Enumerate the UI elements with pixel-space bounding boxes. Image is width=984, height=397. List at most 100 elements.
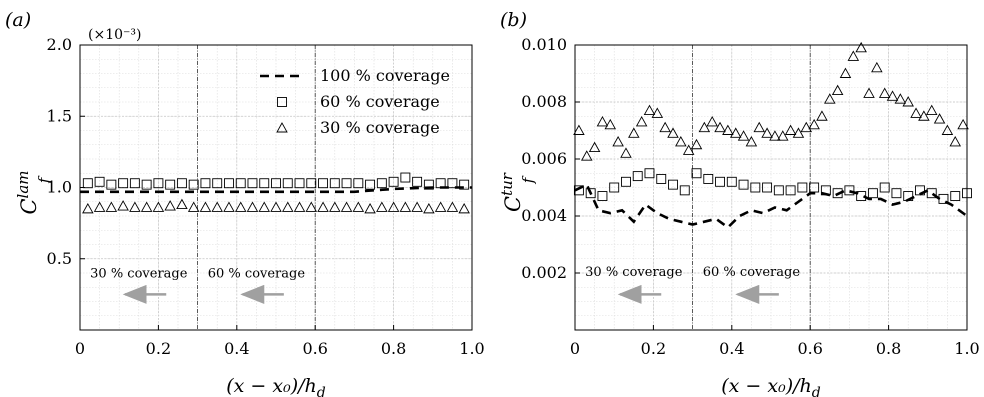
y-tick-label: 2.0 xyxy=(47,35,72,54)
data-point-square xyxy=(412,176,423,187)
data-point-square xyxy=(247,178,258,189)
data-point-square xyxy=(82,178,93,189)
series-line-100-coverage xyxy=(80,186,472,194)
data-point-square xyxy=(585,188,596,199)
data-point-triangle xyxy=(737,130,750,141)
data-point-triangle xyxy=(176,198,188,210)
data-point-square xyxy=(106,179,117,190)
coverage-annotation: 30 % coverage xyxy=(90,266,188,281)
data-point-triangle xyxy=(894,93,907,104)
y-tick-label: 0.5 xyxy=(47,249,72,268)
data-point-triangle xyxy=(729,127,742,138)
x-tick-label: 1.0 xyxy=(459,339,484,358)
panel-label: (a) xyxy=(5,9,31,31)
data-point-triangle xyxy=(706,116,718,127)
data-point-triangle xyxy=(117,200,129,211)
data-point-triangle xyxy=(792,127,805,138)
x-tick-label: 0.6 xyxy=(302,339,327,358)
data-point-triangle xyxy=(82,202,94,214)
data-point-square xyxy=(703,173,714,184)
data-point-square xyxy=(129,178,140,189)
data-point-triangle xyxy=(855,41,867,53)
x-tick-label: 0.2 xyxy=(641,339,666,358)
data-point-square xyxy=(867,188,878,199)
data-point-square xyxy=(165,179,176,190)
data-point-triangle xyxy=(761,127,773,138)
series-60-coverage xyxy=(573,168,972,204)
data-point-triangle xyxy=(902,96,914,107)
data-point-triangle xyxy=(399,201,412,212)
data-point-square xyxy=(118,178,129,189)
data-point-triangle xyxy=(714,121,726,133)
data-point-triangle xyxy=(164,200,176,211)
data-point-square xyxy=(938,193,949,204)
data-point-square xyxy=(820,185,831,196)
data-point-square xyxy=(573,185,584,196)
data-point-square xyxy=(621,176,631,187)
data-point-square xyxy=(715,176,725,187)
data-point-square xyxy=(950,191,961,202)
data-point-triangle xyxy=(643,104,656,116)
data-point-triangle xyxy=(376,201,388,212)
data-point-triangle xyxy=(816,110,828,121)
y-tick-label: 1.0 xyxy=(47,178,72,197)
data-point-triangle xyxy=(800,121,813,133)
data-point-square xyxy=(423,179,434,190)
data-point-triangle xyxy=(604,118,617,130)
data-point-triangle xyxy=(199,201,212,212)
legend-label: 60 % coverage xyxy=(320,92,440,111)
data-point-square xyxy=(738,179,749,190)
data-point-square xyxy=(809,182,820,193)
data-point-triangle xyxy=(651,107,664,118)
data-point-square xyxy=(797,182,808,193)
y-tick-label: 0.004 xyxy=(521,206,567,225)
y-tick-label: 0.006 xyxy=(521,149,567,168)
legend-label: 30 % coverage xyxy=(320,118,440,137)
data-point-square xyxy=(726,176,737,187)
data-point-triangle xyxy=(753,121,766,133)
legend: 100 % coverage 60 % coverage 30 % coverage xyxy=(260,66,450,137)
coverage-annotation: 60 % coverage xyxy=(208,266,306,281)
data-point-triangle xyxy=(659,121,671,133)
series-30-coverage xyxy=(82,198,470,214)
data-point-square xyxy=(94,176,105,187)
data-point-triangle xyxy=(129,201,141,212)
data-point-square xyxy=(459,179,470,190)
data-point-square xyxy=(832,188,843,199)
legend-label: 100 % coverage xyxy=(320,66,450,85)
data-point-triangle xyxy=(223,201,235,212)
data-point-triangle xyxy=(293,201,306,212)
data-point-triangle xyxy=(458,202,470,214)
data-point-square xyxy=(318,178,328,189)
y-axis-label-subscript: f xyxy=(35,175,53,184)
data-point-square xyxy=(844,185,855,196)
data-point-triangle xyxy=(957,118,969,130)
data-point-triangle xyxy=(580,150,593,161)
x-axis-label: (x − x₀)/hd xyxy=(721,375,821,397)
data-point-triangle xyxy=(258,201,271,212)
legend-triangle-symbol xyxy=(276,122,288,133)
data-point-square xyxy=(212,178,223,189)
data-point-triangle xyxy=(573,124,585,135)
data-point-triangle xyxy=(152,201,165,212)
data-point-triangle xyxy=(675,135,687,147)
y-tick-label: 0.010 xyxy=(521,35,567,54)
y-tick-label: 0.002 xyxy=(521,263,567,282)
x-tick-label: 0.6 xyxy=(797,339,822,358)
data-point-triangle xyxy=(211,201,223,212)
data-point-triangle xyxy=(831,84,844,96)
data-point-triangle xyxy=(588,141,601,153)
data-point-square xyxy=(376,178,387,189)
x-tick-label: 0.8 xyxy=(381,339,406,358)
data-point-square xyxy=(879,182,890,193)
legend-square-symbol xyxy=(277,97,287,107)
x-axis-label-subscript: d xyxy=(317,385,326,397)
data-point-triangle xyxy=(941,124,954,135)
coverage-annotation: 30 % coverage xyxy=(585,265,683,280)
data-point-square xyxy=(856,191,867,202)
data-point-square xyxy=(632,171,643,182)
data-point-square xyxy=(891,188,902,199)
data-point-triangle xyxy=(329,201,341,212)
series-100-coverage xyxy=(80,186,472,194)
data-point-square xyxy=(282,178,293,189)
